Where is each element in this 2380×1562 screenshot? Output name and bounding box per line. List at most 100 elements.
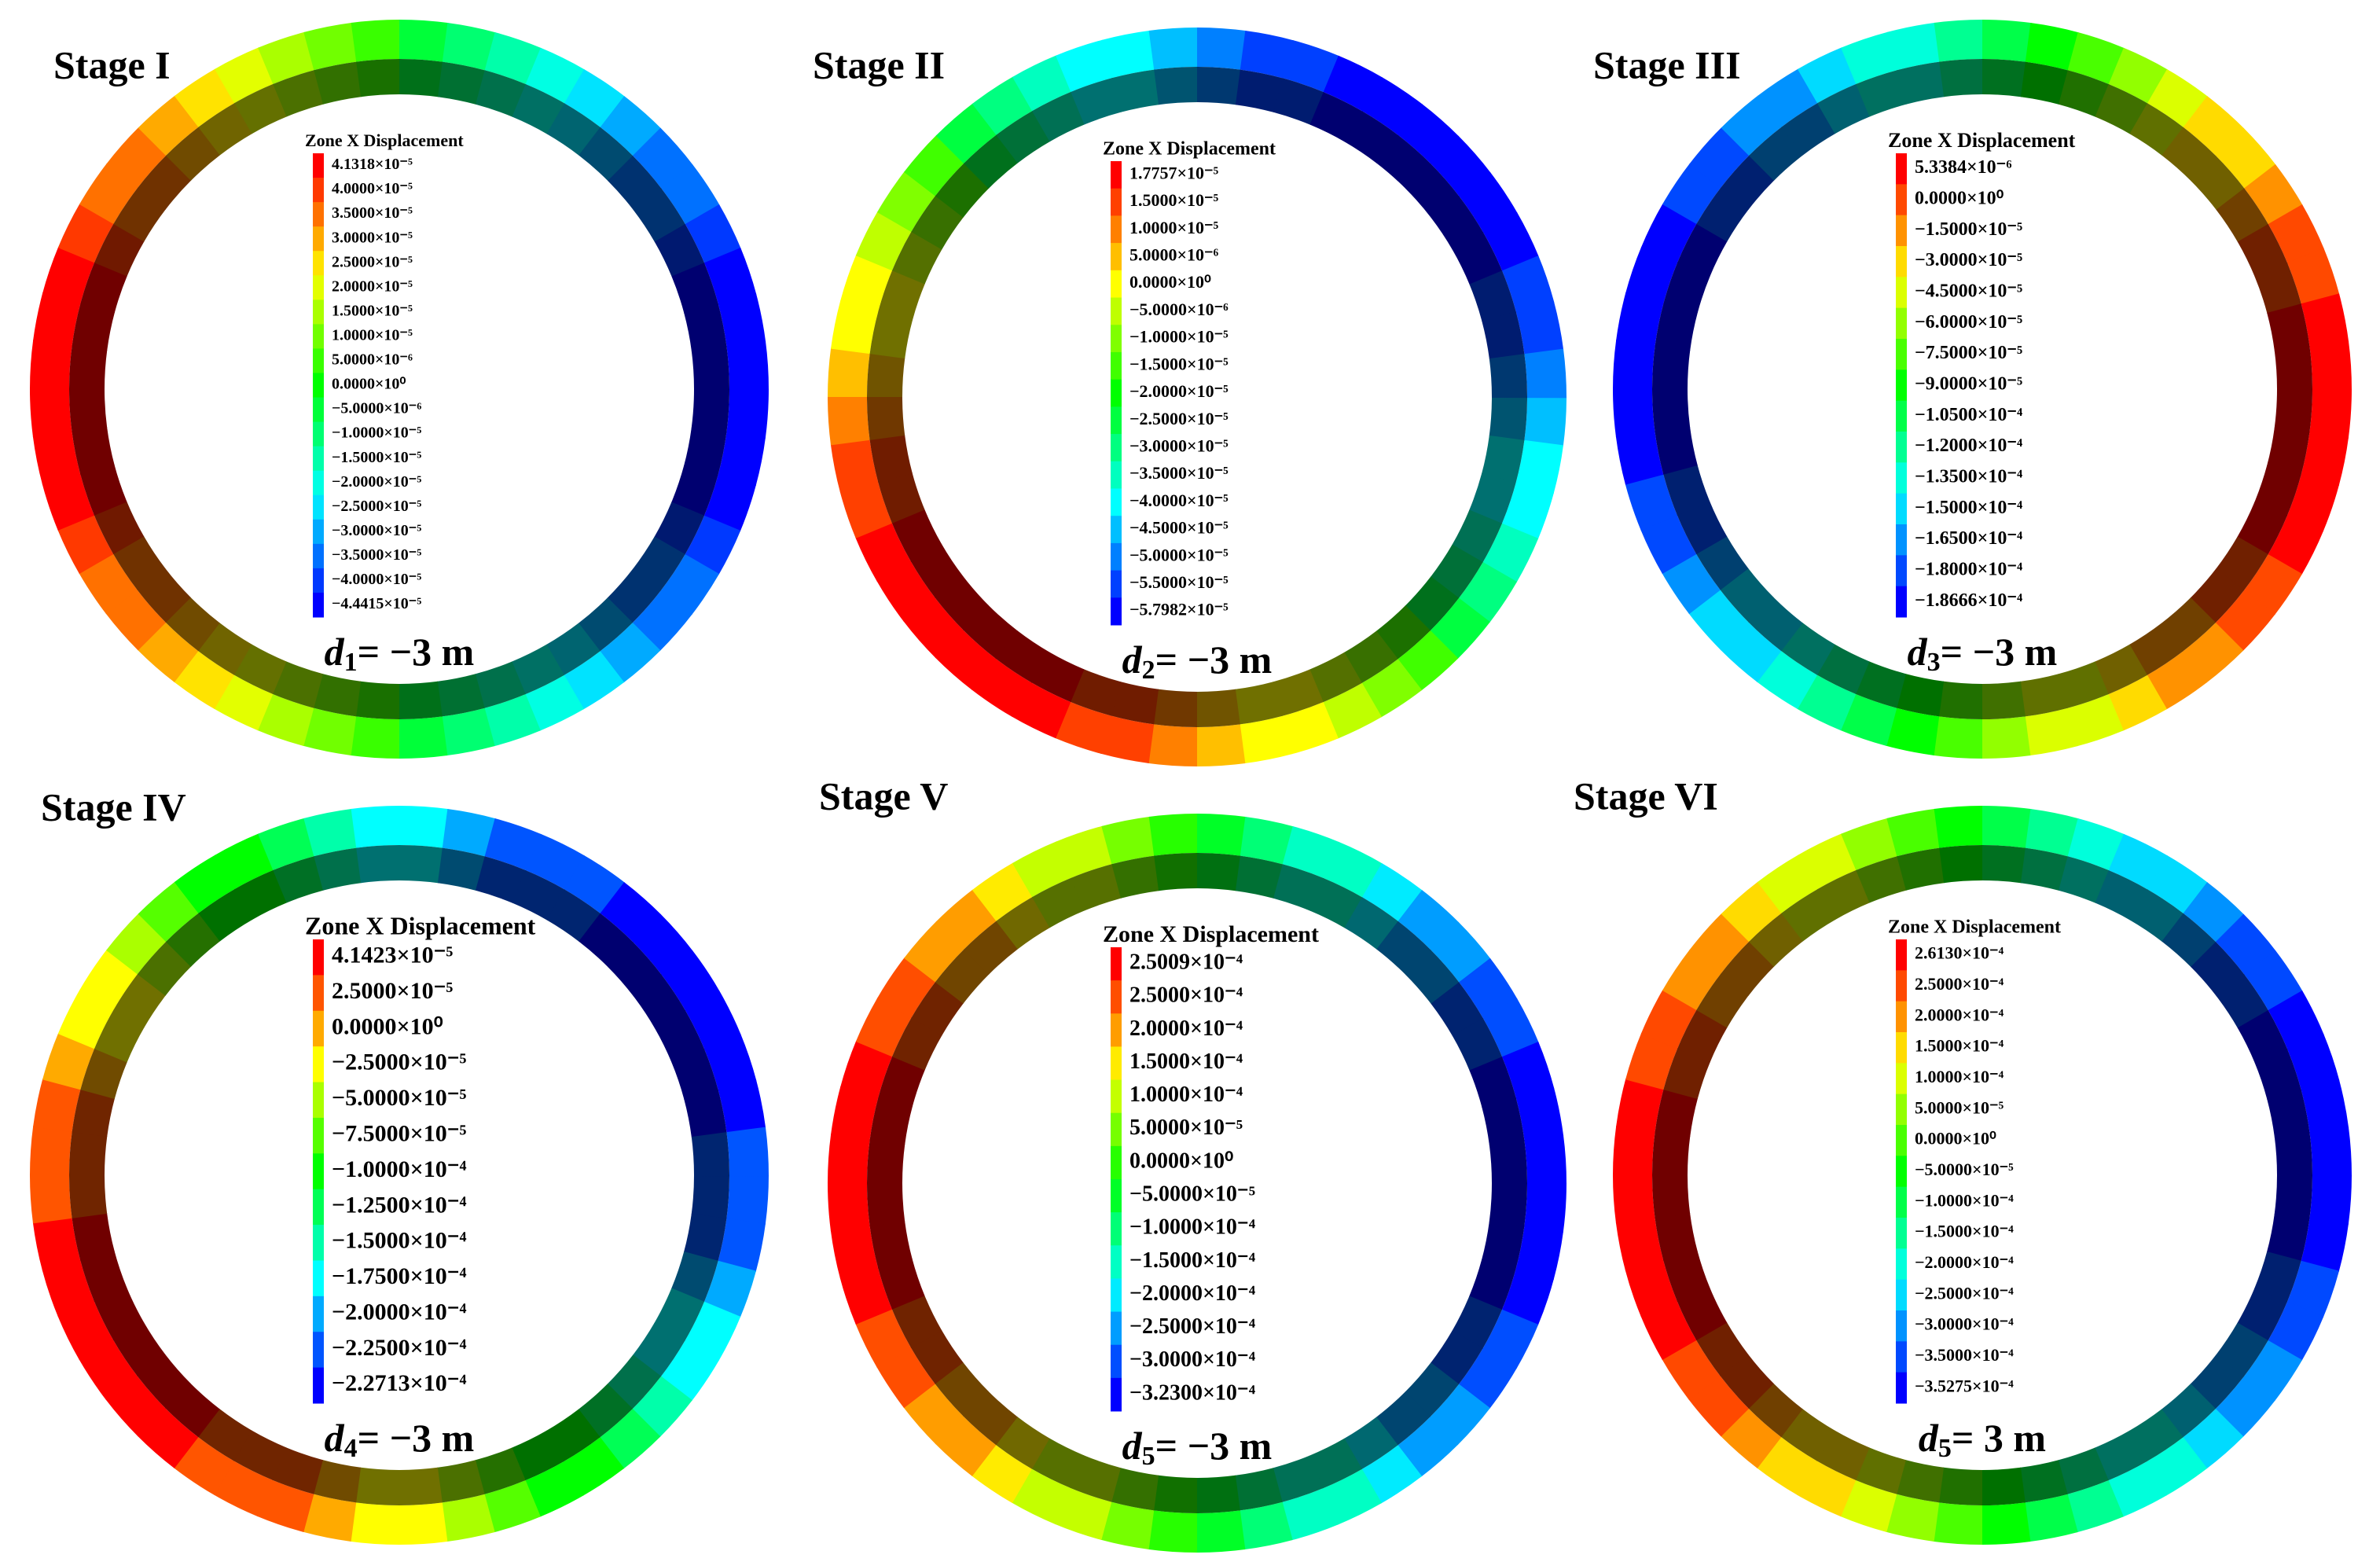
ring-segment	[660, 554, 720, 616]
ring-segment	[1012, 55, 1072, 112]
legend-label: −2.0000×10⁻⁴	[1915, 1252, 2014, 1272]
ring-inner-segment	[578, 127, 634, 182]
ring-inner-segment	[273, 70, 324, 117]
distance-label: d5= −3 m	[1122, 1424, 1273, 1470]
ring-inner-segment	[995, 1416, 1050, 1469]
ring-segment	[1323, 55, 1383, 112]
legend-label: 0.0000×10⁰	[1915, 1129, 1996, 1149]
legend-swatch	[1111, 1212, 1122, 1246]
legend-swatch	[313, 324, 324, 349]
ring-inner-segment	[1855, 661, 1906, 708]
ring-inner-segment	[2215, 1322, 2268, 1377]
ring-segment	[831, 300, 879, 355]
ring-segment	[1613, 388, 1655, 438]
legend-swatch	[313, 939, 324, 976]
ring-inner-segment	[891, 509, 942, 562]
legend-swatch	[1111, 516, 1122, 544]
ring-segment	[839, 481, 892, 538]
legend-label: 2.5000×10⁻⁴	[1915, 974, 2004, 994]
ring-inner-segment	[1452, 509, 1503, 563]
ring-segment	[1886, 22, 1941, 71]
ring-inner-segment	[671, 1251, 718, 1303]
ring-segment	[1662, 553, 1721, 615]
ring-inner-segment	[1677, 1287, 1728, 1340]
legend-label: −9.0000×10⁻⁵	[1915, 374, 2022, 395]
ring-segment	[1240, 817, 1294, 865]
ring-segment	[1482, 523, 1539, 583]
legend-swatch	[313, 1367, 324, 1404]
ring-inner-segment	[69, 1174, 108, 1218]
ring-segment	[632, 913, 693, 976]
ring-segment	[1982, 806, 2032, 848]
ring-segment	[30, 1174, 72, 1224]
ring-inner-segment	[1309, 91, 1363, 142]
ring-segment	[2215, 590, 2275, 652]
ring-segment	[441, 1494, 495, 1542]
ring-inner-segment	[1695, 535, 1749, 590]
ring-segment	[2215, 1376, 2275, 1438]
ring-segment	[718, 432, 766, 486]
ring-inner-segment	[1235, 69, 1284, 113]
legend-swatch	[1111, 379, 1122, 407]
ring-inner-segment	[1430, 544, 1483, 599]
ring-segment	[30, 388, 72, 438]
distance-label: d3= −3 m	[1908, 630, 2058, 676]
distance-value: = −3 m	[1155, 638, 1273, 682]
ring-segment	[1689, 127, 1750, 189]
ring-inner-segment	[2095, 83, 2148, 134]
ring-segment	[1720, 622, 1782, 682]
ring-inner-segment	[437, 847, 486, 891]
legend-swatch	[313, 275, 324, 300]
ring-segment	[904, 134, 964, 197]
legend-swatch	[313, 1046, 324, 1083]
ring-segment	[903, 1383, 964, 1445]
ring-inner-segment	[1897, 847, 1945, 891]
ring-segment	[1056, 825, 1113, 878]
ring-inner-segment	[476, 856, 527, 903]
ring-inner-segment	[314, 847, 362, 891]
ring-inner-segment	[137, 155, 192, 210]
ring-segment	[33, 1079, 81, 1133]
legend-label: −4.5000×10⁻⁵	[1915, 281, 2022, 302]
legend-label: −2.0000×10⁻⁴	[1129, 1281, 1256, 1306]
distance-symbol: d	[1122, 638, 1143, 682]
distance-value: = −3 m	[358, 1416, 475, 1460]
ring-segment	[1615, 1217, 1664, 1271]
ring-segment	[1934, 806, 1984, 848]
ring-inner-segment	[1748, 1383, 1803, 1438]
ring-segment	[1055, 701, 1112, 754]
ring-segment	[685, 204, 741, 264]
ring-inner-segment	[1651, 1174, 1691, 1218]
ring-segment	[830, 1225, 879, 1279]
ring-segment	[718, 293, 766, 347]
legend-swatch	[1896, 1125, 1907, 1156]
ring-segment	[173, 1436, 234, 1496]
ring-inner-segment	[1405, 1362, 1460, 1417]
legend-label: 0.0000×10⁰	[1129, 1149, 1233, 1173]
legend-swatch	[1896, 1001, 1907, 1033]
ring-inner-segment	[314, 61, 362, 105]
ring-inner-segment	[935, 1362, 989, 1417]
ring-segment	[1615, 431, 1664, 485]
ring-inner-segment	[1897, 61, 1945, 105]
legend-label: −4.0000×10⁻⁵	[332, 571, 421, 588]
ring-inner-segment	[1431, 982, 1484, 1037]
legend-label: −3.5275×10⁻⁴	[1915, 1376, 2014, 1395]
panel: Stage VI Zone X Displacement 2.6130×10⁻⁴ 2.…	[1574, 774, 2352, 1545]
ring-inner-segment	[94, 1287, 145, 1340]
legend-swatch	[1111, 1013, 1122, 1047]
ring-segment	[726, 340, 769, 391]
legend-label: −2.5000×10⁻⁵	[332, 498, 421, 515]
ring-inner-segment	[1663, 1251, 1710, 1302]
distance-symbol: d	[325, 1416, 345, 1460]
ring-inner-segment	[964, 921, 1019, 975]
ring-segment	[1625, 1033, 1678, 1090]
ring-segment	[855, 522, 912, 582]
ring-inner-segment	[1856, 70, 1907, 117]
ring-inner-segment	[1655, 303, 1699, 351]
ring-inner-segment	[1939, 59, 1984, 97]
legend-label: −1.5000×10⁻⁵	[1915, 219, 2022, 240]
ring-inner-segment	[1343, 630, 1398, 684]
legend-label: 2.6130×10⁻⁴	[1915, 943, 2004, 963]
ring-inner-segment	[1655, 1212, 1698, 1261]
